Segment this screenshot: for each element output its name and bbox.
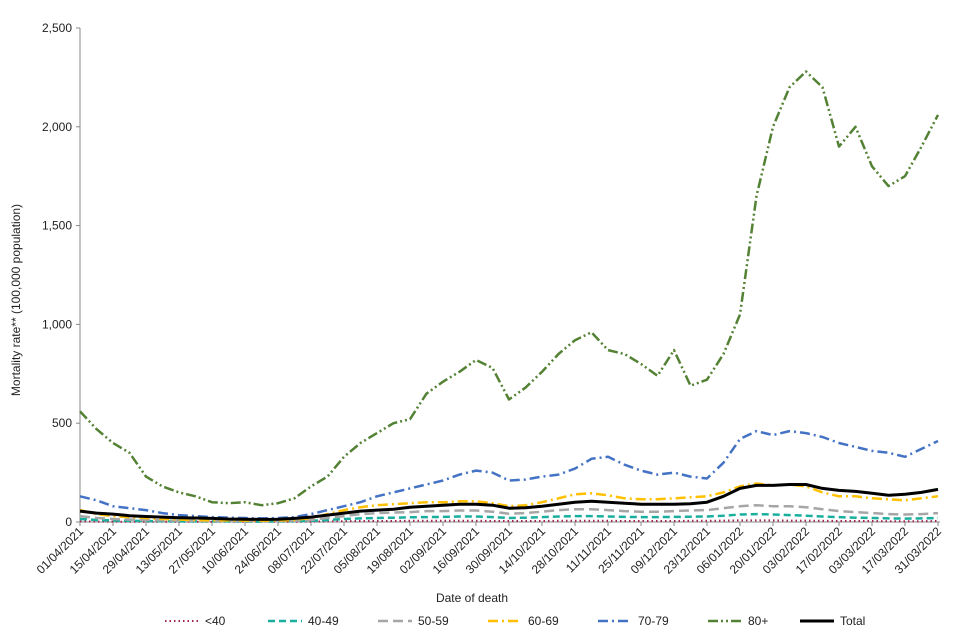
y-tick-label: 2,000 xyxy=(42,120,72,134)
y-axis-title: Mortality rate** (100,000 population) xyxy=(9,204,23,396)
legend-label: Total xyxy=(840,614,865,628)
legend-label: 80+ xyxy=(748,614,768,628)
y-tick-label: 1,500 xyxy=(42,219,72,233)
y-tick-label: 1,000 xyxy=(42,317,72,331)
series-line xyxy=(79,429,939,520)
y-tick-label: 2,500 xyxy=(42,21,72,35)
series-line xyxy=(79,70,940,507)
legend-label: 40-49 xyxy=(308,614,339,628)
series-line xyxy=(79,483,939,521)
legend-label: 70-79 xyxy=(638,614,669,628)
y-tick-label: 500 xyxy=(52,416,72,430)
legend-label: 50-59 xyxy=(418,614,449,628)
y-tick-label: 0 xyxy=(65,515,72,529)
legend-label: 60-69 xyxy=(528,614,559,628)
x-axis-title: Date of death xyxy=(436,591,508,605)
legend-label: <40 xyxy=(205,614,226,628)
